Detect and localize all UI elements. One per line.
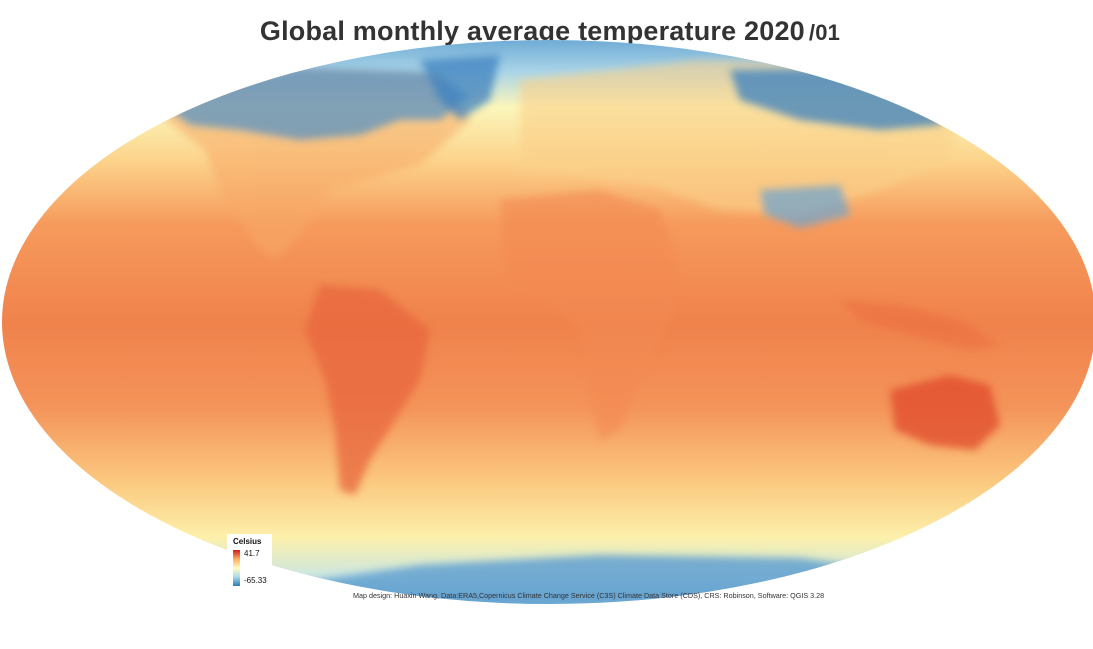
map-title-month: /01 (808, 20, 841, 45)
map-legend: Celsius 41.7 -65.33 (227, 534, 272, 594)
map-credit: Map design: Huaxin Wang, Data:ERA5,Coper… (353, 591, 825, 600)
legend-max-value: 41.7 (244, 549, 260, 558)
south-america-landmass (305, 285, 430, 495)
tibet-plateau-cold (760, 185, 850, 228)
maritime-asia-landmass (840, 300, 1000, 350)
africa-landmass (500, 190, 680, 440)
legend-title: Celsius (233, 537, 262, 546)
greenland-ice (420, 55, 500, 120)
legend-min-value: -65.33 (244, 576, 267, 585)
legend-color-ramp (233, 550, 240, 586)
australia-landmass (890, 375, 1000, 450)
